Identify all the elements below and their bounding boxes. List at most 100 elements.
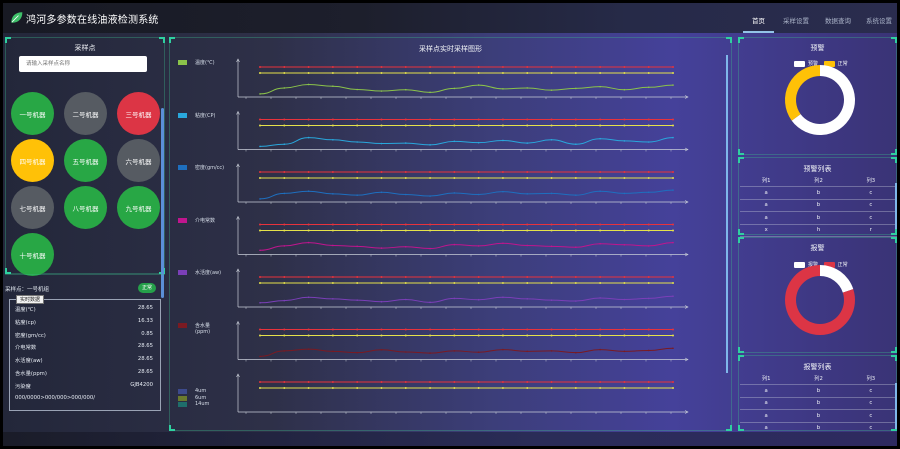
series-point [526,193,529,195]
lower-limit-point [647,72,650,74]
machine-button[interactable]: 十号机器 [11,233,54,276]
upper-limit-point [283,328,286,331]
nav-sampling-settings[interactable]: 采样设置 [783,17,809,25]
table-cell: a [740,211,793,225]
upper-limit-point [672,276,674,278]
series-point [672,189,674,191]
realtime-param-value: 28.65 [137,343,153,350]
table-cell: a [740,199,793,212]
machine-button[interactable]: 一号机器 [11,92,54,135]
lower-limit-point [429,124,432,127]
lower-limit-point [501,124,504,127]
machine-button[interactable]: 七号机器 [11,186,54,229]
upper-limit-point [283,381,286,383]
series-point [307,296,310,299]
table-cell: a [740,409,793,423]
series-point [259,355,261,358]
realtime-param-value: 28.65 [137,356,153,363]
lower-limit-point [429,387,432,389]
machine-button[interactable]: 九号机器 [117,186,160,229]
chart-scrollbar[interactable] [726,55,728,373]
lower-limit-point [672,177,674,179]
alarm-table-scrollbar[interactable] [895,383,897,429]
series-point [356,194,358,196]
series-point [332,298,334,300]
lower-limit-point [404,72,407,74]
series-point [307,190,310,192]
lower-limit-point [283,229,286,232]
machine-button[interactable]: 五号机器 [64,139,107,182]
series-point [599,85,601,88]
nav-data-query[interactable]: 数据查询 [825,17,851,25]
lower-limit-point [623,282,626,284]
upper-limit-point [647,328,650,331]
table-cell: c [844,211,897,225]
series-point [526,244,529,247]
machine-button[interactable]: 六号机器 [117,139,160,182]
table-cell: c [844,409,897,423]
upper-limit-point [404,381,407,383]
table-cell: b [792,211,845,225]
upper-limit-point [550,328,553,331]
lower-limit-point [356,177,359,179]
series-point [550,192,553,195]
x-axis-arrow [684,147,689,152]
upper-limit-point [647,223,650,226]
lower-limit-point [259,72,261,74]
lower-limit-point [501,72,504,74]
series-point [380,142,383,145]
series-point [356,351,358,354]
sampling-point-search-input[interactable] [19,56,147,72]
nav-home[interactable]: 首页 [752,17,765,25]
upper-limit-point [501,381,504,383]
lower-limit-point [672,229,674,232]
upper-limit-point [477,276,480,278]
upper-limit-point [307,223,310,226]
warning-table-scrollbar[interactable] [895,183,897,229]
machine-button[interactable]: 三号机器 [117,92,160,135]
table-header-cell: 列1 [740,372,793,385]
legend-swatch [178,112,187,118]
table-cell: b [792,409,845,423]
table-cell: a [740,384,793,398]
lower-limit-point [550,229,553,232]
machine-button[interactable]: 二号机器 [64,92,107,135]
upper-limit-point [574,276,577,278]
realtime-chart-title: 采样点实时采样图形 [419,45,482,53]
upper-limit-point [307,118,310,121]
upper-limit-point [501,118,504,121]
upper-limit-point [404,328,407,331]
upper-limit-point [453,328,456,331]
lower-limit-point [526,229,529,232]
series-point [672,136,674,139]
y-axis-arrow [236,163,240,168]
upper-limit-point [623,118,626,121]
lower-limit-point [453,387,456,389]
upper-limit-point [599,328,602,331]
machine-button[interactable]: 八号机器 [64,186,107,229]
table-header-row: 列1 列2 列3 [740,372,897,385]
nav-system-settings[interactable]: 系统设置 [866,17,892,25]
upper-limit-point [331,276,334,278]
table-cell: c [844,199,897,212]
series-point [356,245,358,248]
machine-list-scrollbar[interactable] [161,108,164,298]
lower-limit-point [453,72,456,74]
lower-limit-point [672,387,674,389]
machine-button[interactable]: 四号机器 [11,139,54,182]
lower-limit-point [380,282,383,284]
lower-limit-point [647,334,650,337]
upper-limit-point [356,118,359,121]
app-screen: 鸿河多参数在线油液检测系统 首页 采样设置 数据查询 系统设置 采样点 一号机器… [3,3,897,446]
lower-limit-point [623,177,626,179]
upper-limit-point [283,223,286,226]
sensor-chart [236,110,689,152]
series-point [259,93,261,95]
